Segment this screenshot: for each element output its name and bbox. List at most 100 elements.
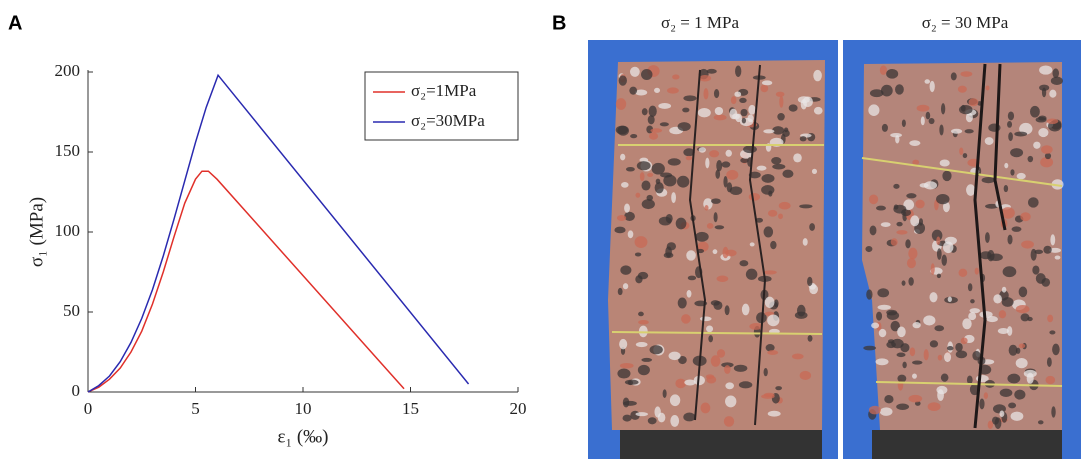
crack: [688, 64, 767, 426]
speckle: [1001, 286, 1007, 293]
speckle: [738, 381, 753, 389]
speckle: [866, 289, 873, 300]
speckle: [713, 212, 718, 223]
photo-panel: [588, 40, 1081, 459]
speckle: [749, 323, 763, 330]
speckle: [716, 275, 729, 282]
speckle: [667, 87, 679, 94]
speckle: [682, 107, 690, 113]
speckle: [650, 128, 663, 133]
speckle: [811, 168, 818, 175]
speckle: [1001, 297, 1014, 307]
speckle: [940, 373, 949, 382]
speckle: [1049, 330, 1056, 335]
speckle: [985, 203, 999, 209]
speckle: [777, 113, 785, 121]
speckle: [923, 181, 938, 190]
speckle: [1001, 207, 1015, 219]
speckle: [939, 124, 944, 136]
speckle: [893, 204, 899, 210]
speckle: [1030, 105, 1040, 118]
speckle: [627, 230, 634, 239]
speckle: [703, 88, 709, 100]
speckle: [615, 125, 629, 135]
line-series: [87, 73, 470, 393]
speckle: [729, 186, 743, 195]
speckle: [916, 104, 930, 112]
speckle: [896, 403, 910, 410]
speckle: [983, 392, 989, 400]
speckle: [716, 159, 723, 172]
speckle: [724, 365, 731, 374]
speckle: [797, 96, 810, 104]
speckle: [708, 335, 714, 343]
speckle: [700, 402, 711, 414]
speckle: [901, 280, 906, 286]
speckle: [1003, 184, 1009, 193]
speckle: [686, 290, 692, 298]
speckle: [1049, 247, 1062, 253]
speckle: [884, 395, 894, 404]
speckle: [669, 394, 681, 407]
speckle: [715, 169, 721, 179]
speckle: [760, 84, 769, 93]
speckle: [1046, 357, 1052, 367]
speckle: [735, 65, 742, 78]
speckle: [778, 213, 783, 220]
speckle: [1019, 122, 1033, 135]
speckle: [763, 270, 777, 275]
speckle: [684, 379, 696, 386]
speckle: [906, 193, 917, 199]
speckle: [908, 394, 923, 403]
speckle: [635, 192, 641, 198]
speckle: [970, 299, 975, 304]
speckle: [929, 80, 935, 93]
speckle: [947, 296, 952, 303]
speckle: [880, 222, 891, 227]
speckle: [706, 68, 717, 74]
speckle: [972, 350, 981, 361]
speckle: [1039, 84, 1050, 91]
speckle: [896, 221, 903, 227]
speckle: [934, 325, 945, 332]
speckle: [936, 193, 950, 205]
speckle: [974, 267, 979, 275]
speckle: [638, 311, 644, 317]
speckle: [1050, 234, 1056, 246]
speckle: [998, 310, 1007, 319]
speckle: [869, 225, 877, 236]
speckle: [799, 136, 807, 142]
speckle: [1007, 234, 1013, 245]
speckle: [1049, 89, 1057, 98]
speckle: [686, 250, 696, 261]
speckle: [695, 231, 709, 242]
speckle: [698, 147, 706, 153]
speckle: [1052, 68, 1060, 79]
speckle: [1050, 76, 1063, 85]
speckle: [1040, 156, 1054, 168]
speckle: [681, 314, 691, 324]
speckle: [881, 123, 888, 132]
speckle: [1039, 65, 1053, 75]
speckle: [955, 350, 968, 359]
speckle: [705, 374, 715, 380]
speckle: [748, 192, 761, 201]
speckle: [799, 204, 813, 209]
speckle: [772, 126, 785, 135]
speckle: [1008, 402, 1017, 409]
speckle: [772, 163, 786, 170]
speckle: [1044, 152, 1052, 160]
speckle: [969, 308, 981, 314]
speckle: [677, 175, 690, 188]
speckle: [625, 166, 635, 172]
speckle: [740, 157, 749, 164]
speckle: [671, 192, 676, 204]
speckle: [749, 242, 755, 247]
speckle: [1016, 172, 1026, 180]
speckle: [668, 351, 681, 361]
speckle: [1032, 265, 1040, 275]
speckle: [636, 161, 651, 171]
speckle: [698, 74, 712, 82]
speckle: [1041, 145, 1053, 154]
speckle: [967, 283, 973, 292]
